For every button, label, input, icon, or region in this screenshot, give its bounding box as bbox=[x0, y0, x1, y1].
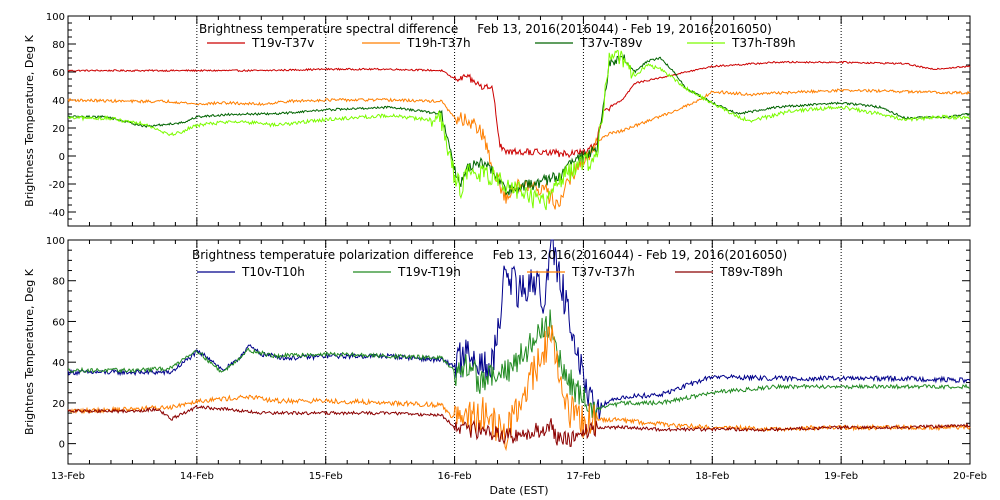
y-tick-label: 100 bbox=[46, 12, 65, 23]
y-tick-label: 0 bbox=[59, 152, 65, 163]
series-line-t19v-t37v bbox=[67, 60, 971, 159]
polarization-difference-panel: 0 20 40 60 80 100 Brightness temperature pola… bbox=[23, 236, 971, 465]
x-tick-label: 20-Feb bbox=[953, 471, 987, 482]
y-tick-label: 20 bbox=[52, 124, 65, 135]
y-tick-label: -20 bbox=[49, 180, 65, 191]
spectral-y-axis-label: Brightness Temperature, Deg K bbox=[23, 34, 36, 206]
y-tick-label: 40 bbox=[52, 96, 65, 107]
y-tick-label: 40 bbox=[52, 358, 65, 369]
x-tick-label: 19-Feb bbox=[824, 471, 858, 482]
legend-label: T37v-T89v bbox=[579, 36, 642, 50]
y-tick-label: 100 bbox=[46, 236, 65, 247]
polarization-y-axis-label: Brightnes Temperature, Deg K bbox=[23, 268, 36, 435]
series-line-t19h-t37h bbox=[67, 88, 971, 210]
x-tick-label: 18-Feb bbox=[695, 471, 729, 482]
series-line-t37h-t89h bbox=[67, 49, 971, 211]
polarization-y-axis: 0 20 40 60 80 100 bbox=[46, 236, 970, 465]
x-tick-label: 13-Feb bbox=[51, 471, 85, 482]
x-tick-label: 16-Feb bbox=[438, 471, 472, 482]
legend-label: T37v-T37h bbox=[571, 265, 635, 279]
y-tick-label: 60 bbox=[52, 68, 65, 79]
series-line-t10v-t10h bbox=[67, 239, 971, 425]
spectral-chart-title: Brightness temperature spectral differen… bbox=[199, 22, 772, 36]
spectral-difference-panel: -40 -20 0 20 40 60 80 100 Brightness temperatur… bbox=[23, 12, 971, 227]
x-axis-tick-labels: 13-Feb 14-Feb 15-Feb 16-Feb 17-Feb 18-Feb 19-F… bbox=[51, 471, 987, 482]
legend-label: T37h-T89h bbox=[731, 36, 796, 50]
x-axis-label: Date (EST) bbox=[489, 484, 548, 497]
legend-label: T10v-T10h bbox=[241, 265, 305, 279]
legend-label: T89v-T89h bbox=[719, 265, 783, 279]
series-line-t37v-t89v bbox=[67, 54, 970, 196]
polarization-series-group bbox=[67, 239, 971, 452]
x-tick-label: 14-Feb bbox=[180, 471, 214, 482]
polarization-chart-title: Brightness temperature polarization diff… bbox=[192, 248, 787, 262]
series-line-t19v-t19h bbox=[67, 309, 971, 420]
x-tick-label: 15-Feb bbox=[309, 471, 343, 482]
y-tick-label: 80 bbox=[52, 40, 65, 51]
y-tick-label: 80 bbox=[52, 277, 65, 288]
spectral-y-axis: -40 -20 0 20 40 60 80 100 bbox=[46, 12, 970, 227]
spectral-legend: T19v-T37v T19h-T37h T37v-T89v T37h-T89h bbox=[207, 36, 796, 50]
polarization-legend: T10v-T10h T19v-T19h T37v-T37h T89v-T89h bbox=[197, 265, 783, 279]
legend-label: T19v-T19h bbox=[397, 265, 461, 279]
y-tick-label: 0 bbox=[59, 440, 65, 451]
legend-label: T19v-T37v bbox=[251, 36, 314, 50]
spectral-series-group bbox=[67, 49, 971, 211]
x-tick-label: 17-Feb bbox=[566, 471, 600, 482]
series-line-t89v-t89h bbox=[67, 404, 971, 447]
y-tick-label: 20 bbox=[52, 399, 65, 410]
legend-label: T19h-T37h bbox=[406, 36, 471, 50]
y-tick-label: -40 bbox=[49, 208, 65, 219]
spectral-grid bbox=[67, 16, 971, 226]
y-tick-label: 60 bbox=[52, 317, 65, 328]
